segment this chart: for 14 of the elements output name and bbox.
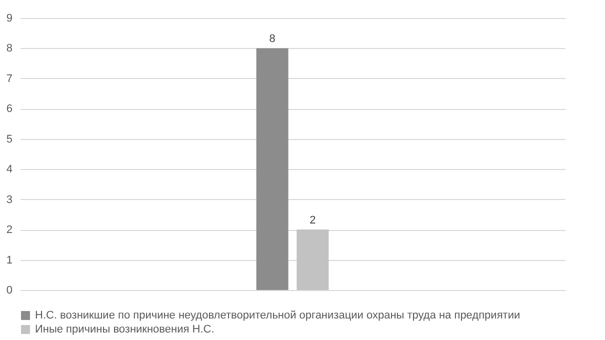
y-tick-label: 5 [6, 133, 12, 146]
data-label: 2 [310, 214, 316, 227]
y-tick-label: 3 [6, 194, 12, 206]
y-tick-label: 2 [6, 224, 12, 236]
y-tick-label: 4 [6, 164, 12, 176]
legend-label: Н.С. возникшие по причине неудовлетворительной организации охраны труда на предприятии [35, 310, 520, 322]
y-tick-label: 1 [6, 254, 12, 266]
y-tick-label: 9 [6, 12, 12, 24]
data-label: 8 [269, 33, 276, 46]
y-tick-label: 8 [6, 42, 12, 55]
y-tick-label: 0 [6, 284, 12, 296]
y-tick-label: 6 [6, 103, 12, 116]
y-tick-label: 7 [6, 72, 12, 85]
legend-label: Иные причины возникновения Н.С. [35, 324, 214, 336]
